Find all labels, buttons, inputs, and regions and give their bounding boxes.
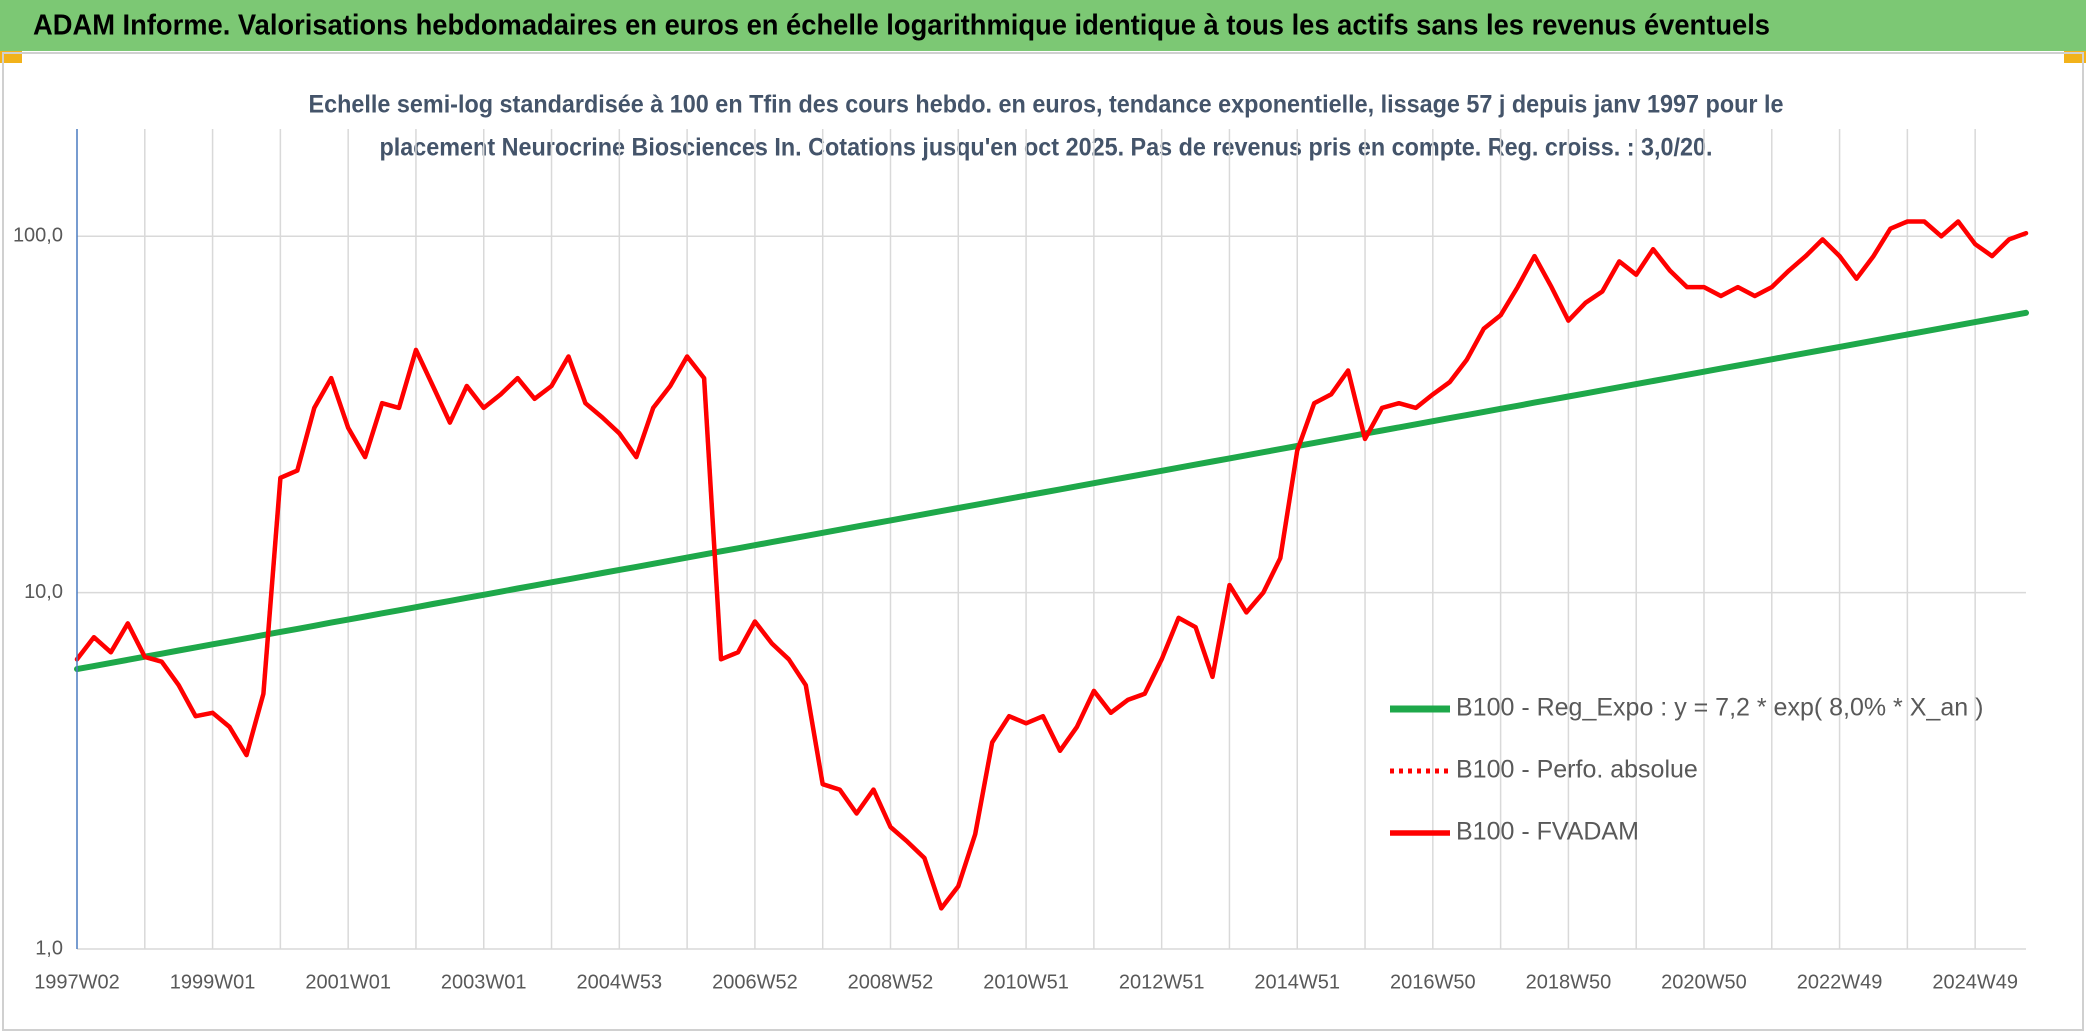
x-tick-label: 2022W49: [1797, 971, 1883, 993]
series-line: [74, 309, 2029, 673]
x-tick-label: 2004W53: [577, 971, 663, 993]
grid: [77, 129, 2026, 950]
x-tick-label: 2008W52: [848, 971, 934, 993]
plot: [74, 219, 2029, 911]
y-tick-label: 10,0: [24, 581, 63, 603]
header-title: ADAM Informe. Valorisations hebdomadaire…: [33, 10, 1770, 42]
x-tick-label: 2024W49: [1932, 971, 2018, 993]
legend-label: B100 - Reg_Expo : y = 7,2 * exp( 8,0% * …: [1456, 694, 1983, 722]
y-tick-label: 100,0: [13, 225, 63, 247]
chart-frame: [2, 52, 2084, 1031]
x-tick-label: 2016W50: [1390, 971, 1476, 993]
legend-label: B100 - FVADAM: [1456, 818, 1639, 846]
x-tick-label: 2012W51: [1119, 971, 1205, 993]
chart-subtitle: Echelle semi-log standardisée à 100 en T…: [309, 91, 1784, 119]
x-tick-label: 1999W01: [170, 971, 256, 993]
x-tick-label: 2003W01: [441, 971, 527, 993]
x-tick-label: 2018W50: [1526, 971, 1612, 993]
y-tick-label: 1,0: [35, 937, 63, 959]
x-tick-label: 1997W02: [34, 971, 120, 993]
x-tick-label: 2006W52: [712, 971, 798, 993]
legend-label: B100 - Perfo. absolue: [1456, 756, 1698, 784]
x-tick-label: 2010W51: [983, 971, 1069, 993]
chart-subtitle: placement Neurocrine Biosciences In. Cot…: [380, 134, 1713, 162]
x-tick-label: 2020W50: [1661, 971, 1747, 993]
x-tick-label: 2014W51: [1254, 971, 1340, 993]
series-line: [74, 219, 2029, 911]
x-tick-label: 2001W01: [305, 971, 391, 993]
header-bar: [0, 0, 2086, 51]
